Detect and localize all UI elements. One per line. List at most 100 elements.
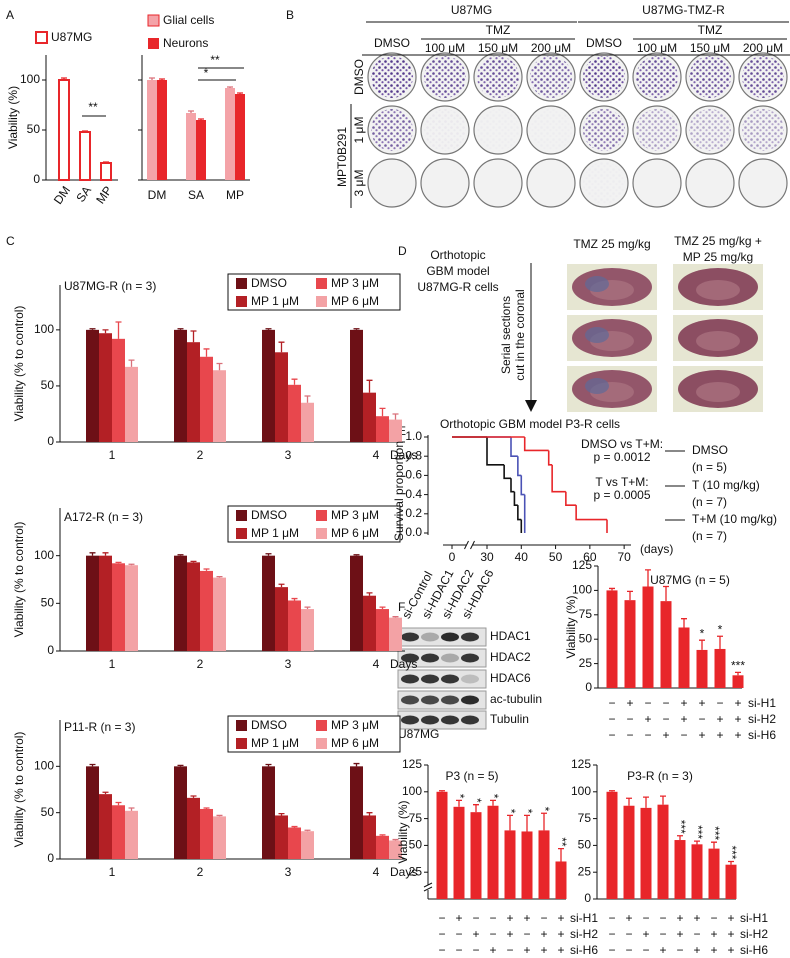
bar (436, 791, 448, 899)
x-tick-label: 60 (583, 550, 597, 564)
error-bar (728, 860, 734, 865)
bar (674, 840, 686, 899)
error-bar (216, 575, 223, 578)
model-label: GBM model (426, 264, 489, 278)
bar (389, 419, 402, 442)
condition-sign: + (727, 943, 734, 957)
column-label: 150 μM (690, 41, 730, 55)
condition-sign: − (676, 943, 683, 957)
condition-sign: + (540, 943, 547, 957)
error-bar (304, 395, 311, 403)
condition-sign: + (676, 927, 683, 941)
survival-step (513, 491, 518, 506)
significance: * (504, 809, 518, 814)
condition-label: si-H2 (740, 927, 768, 941)
error-bar (392, 838, 399, 841)
error-bar (291, 597, 298, 601)
column-label: 100 μM (425, 41, 465, 55)
legend-swatch (236, 720, 247, 731)
condition-sign: + (626, 696, 633, 710)
error-bar (102, 329, 109, 334)
y-tick-label: 0.2 (405, 506, 422, 520)
y-tick-label: 100 (402, 784, 422, 798)
plate (420, 158, 470, 208)
plate-colonies (371, 109, 413, 151)
bar (301, 609, 314, 651)
x-tick-label: 2 (197, 448, 204, 462)
condition-label: si-H2 (570, 927, 598, 941)
column-header: MP 25 mg/kg (683, 250, 753, 264)
error-bar (392, 616, 399, 618)
plate-colonies (583, 109, 625, 151)
legend-swatch (147, 14, 160, 27)
condition-sign: − (662, 712, 669, 726)
x-tick-label: 3 (285, 448, 292, 462)
bar (624, 600, 636, 688)
plate (526, 158, 576, 208)
y-tick-label: 50 (578, 838, 592, 852)
bar (606, 590, 618, 688)
x-axis-label: Days (390, 865, 417, 879)
legend-swatch (236, 738, 247, 749)
plate-colonies (477, 56, 519, 98)
y-axis-label: Viability (% to control) (12, 306, 26, 422)
tumor (585, 327, 609, 343)
band-label: HDAC1 (490, 629, 531, 643)
condition-sign: − (540, 911, 547, 925)
significance: ** (88, 100, 98, 114)
bar (275, 587, 288, 651)
condition-sign: − (659, 927, 666, 941)
condition-sign: + (716, 728, 723, 742)
error-bar (265, 553, 272, 556)
panel-label: F (398, 600, 405, 614)
chart-title: U87MG-R (n = 3) (64, 279, 156, 293)
bar (187, 562, 200, 651)
bar (100, 162, 112, 181)
y-tick-label: 0.4 (405, 487, 422, 501)
condition-sign: − (662, 696, 669, 710)
legend-label: MP 1 μM (251, 294, 299, 308)
plate (738, 158, 788, 208)
legend-note: (n = 7) (692, 495, 727, 509)
row-label: 3 μM (352, 170, 366, 197)
y-tick-label: 100 (34, 322, 54, 336)
plate-colonies (583, 162, 625, 204)
group-header: U87MG-TMZ-R (642, 3, 725, 17)
y-axis-label: Viability (%) (6, 86, 20, 149)
error-bar (291, 378, 298, 385)
y-tick-label: 75 (579, 607, 593, 621)
plate-colonies (424, 109, 466, 151)
column-header: TMZ 25 mg/kg + (674, 234, 762, 248)
plate-colonies (689, 56, 731, 98)
significance: *** (708, 826, 722, 840)
annotation: p = 0.0012 (593, 450, 650, 464)
blot-band (401, 695, 419, 705)
error-bar (366, 379, 373, 393)
y-tick-label: 125 (571, 757, 591, 771)
bar (58, 79, 70, 181)
row-label: 1 μM (352, 117, 366, 144)
legend-label: T (10 mg/kg) (692, 478, 760, 492)
survival-step (520, 475, 525, 496)
error-bar (379, 834, 386, 836)
x-tick-label: 50 (549, 550, 563, 564)
legend-swatch (316, 720, 327, 731)
plate (367, 158, 417, 208)
y-tick-label: 125 (572, 558, 592, 572)
blot-band (461, 653, 479, 663)
y-axis-label: Viability (% to control) (12, 522, 26, 638)
condition-sign: + (710, 927, 717, 941)
x-tick-label: SA (73, 184, 94, 205)
chart-title: P3 (n = 5) (445, 769, 498, 783)
condition-label: si-H1 (748, 696, 776, 710)
significance: * (700, 626, 705, 640)
error-bar (473, 804, 479, 813)
error-bar (717, 635, 723, 649)
condition-sign: + (662, 728, 669, 742)
error-bar (190, 330, 197, 343)
y-tick-label: 0 (33, 172, 40, 186)
bar (470, 812, 482, 899)
plate-colonies (636, 109, 678, 151)
plate-colonies (742, 109, 784, 151)
significance: * (538, 807, 552, 812)
